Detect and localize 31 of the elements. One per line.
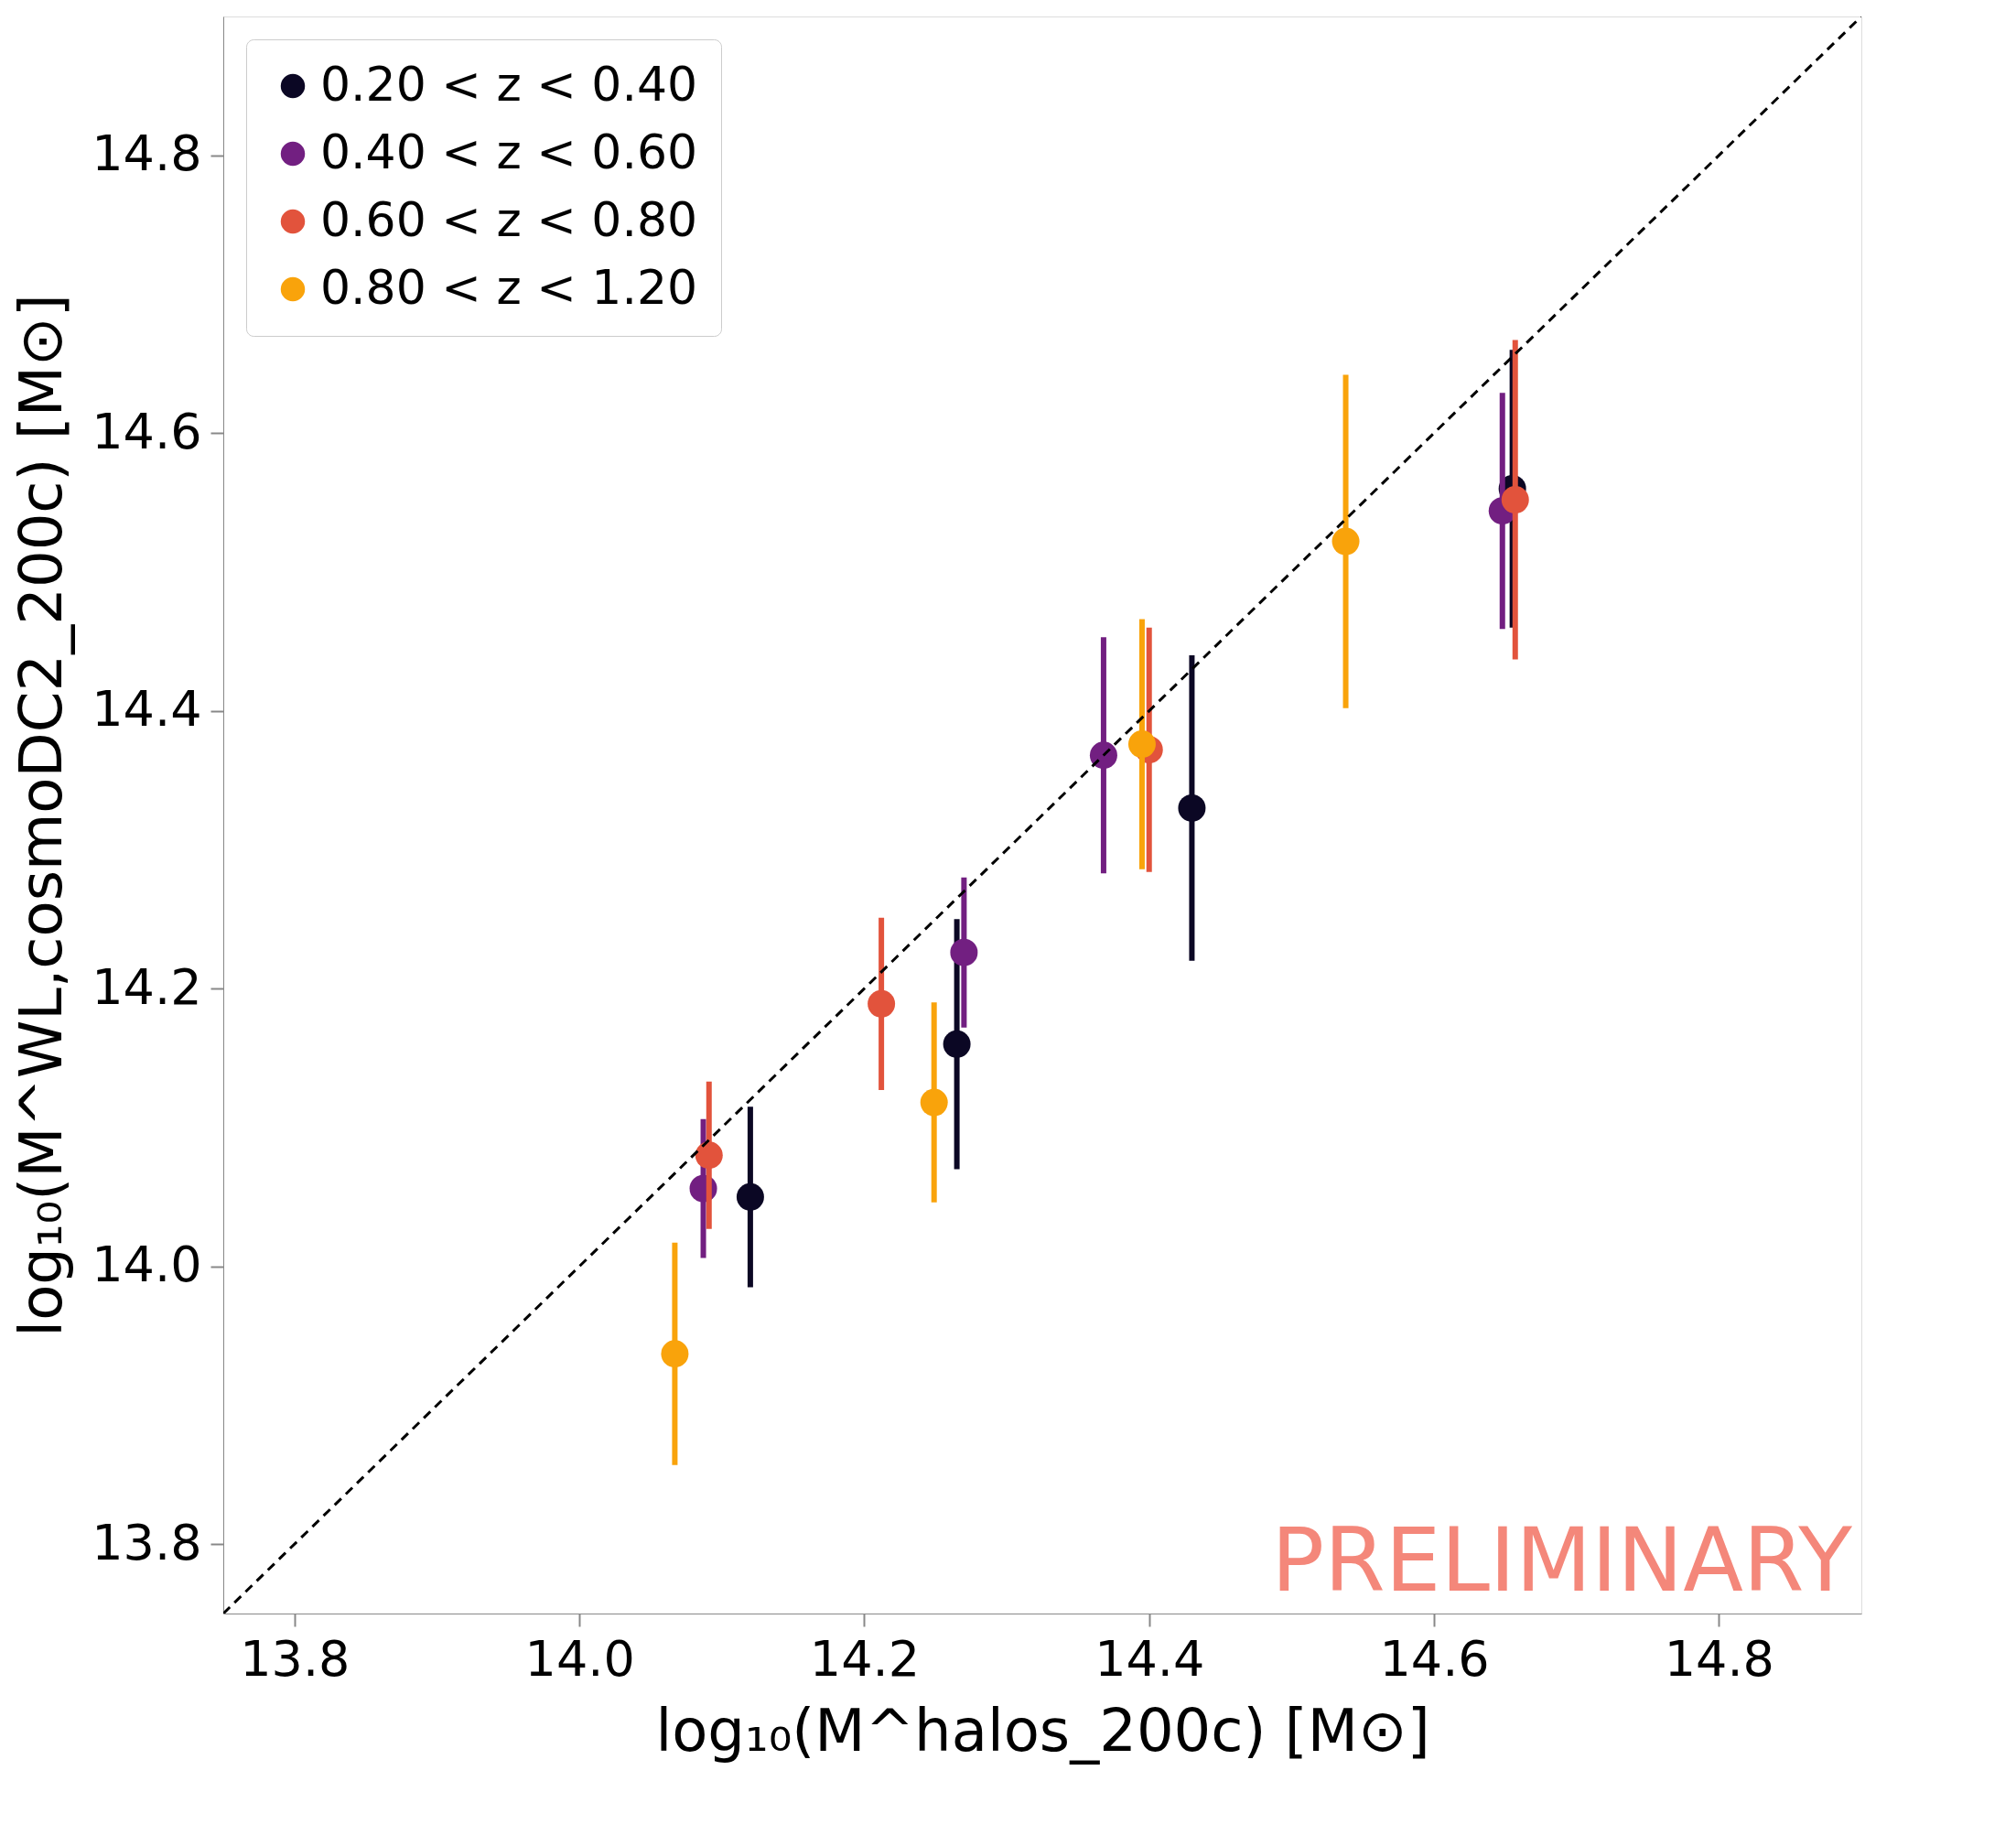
point bbox=[1127, 730, 1156, 759]
point bbox=[661, 1340, 689, 1368]
y-tick-label: 14.0 bbox=[92, 1236, 202, 1294]
y-tick-label: 14.4 bbox=[92, 680, 202, 739]
y-tick-label: 14.2 bbox=[92, 957, 202, 1016]
point bbox=[736, 1182, 764, 1211]
y-tick-label: 13.8 bbox=[92, 1513, 202, 1571]
y-tick-label: 14.6 bbox=[92, 402, 202, 460]
y-tick-label: 14.8 bbox=[92, 124, 202, 183]
point bbox=[950, 938, 978, 966]
point bbox=[695, 1141, 723, 1170]
x-tick-label: 14.8 bbox=[1664, 1629, 1774, 1688]
legend-label: 0.40 < z < 0.60 bbox=[320, 124, 698, 179]
point bbox=[943, 1030, 971, 1058]
x-tick-label: 14.6 bbox=[1379, 1629, 1490, 1688]
x-tick-label: 14.4 bbox=[1094, 1629, 1205, 1688]
point bbox=[920, 1088, 948, 1117]
x-tick-label: 14.2 bbox=[809, 1629, 921, 1688]
legend-label: 0.80 < z < 1.20 bbox=[320, 260, 698, 315]
point bbox=[1331, 527, 1360, 556]
legend-label: 0.60 < z < 0.80 bbox=[320, 192, 698, 247]
point bbox=[1501, 486, 1529, 514]
x-tick-label: 14.0 bbox=[524, 1629, 635, 1688]
x-tick-label: 13.8 bbox=[240, 1629, 350, 1688]
x-axis-title: log₁₀(M^halos_200c) [M⊙] bbox=[655, 1696, 1430, 1765]
legend-label: 0.20 < z < 0.40 bbox=[320, 57, 698, 112]
point bbox=[1178, 793, 1206, 822]
point bbox=[1089, 741, 1117, 770]
y-axis-title: log₁₀(M^WL,cosmoDC2_200c) [M⊙] bbox=[7, 294, 76, 1337]
annotation: PRELIMINARY bbox=[1271, 1509, 1853, 1612]
point bbox=[868, 989, 896, 1018]
